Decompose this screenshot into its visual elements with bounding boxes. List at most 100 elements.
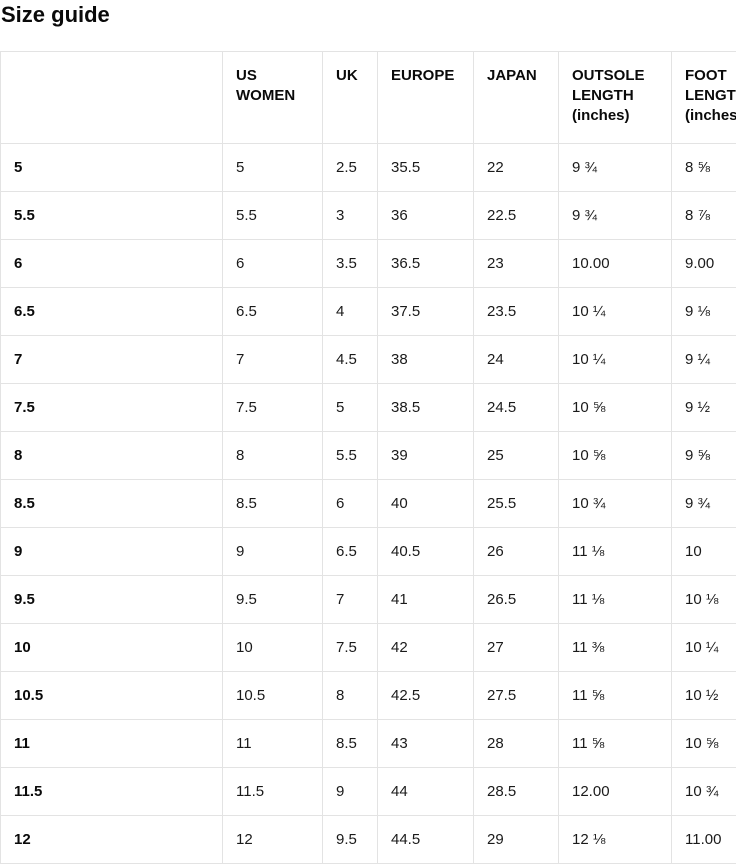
cell-japan: 26 xyxy=(474,528,559,576)
cell-foot_length: 8 ⅝ xyxy=(672,144,736,192)
cell-foot_length: 9.00 xyxy=(672,240,736,288)
cell-size: 7 xyxy=(1,336,223,384)
cell-outsole_length: 11 ⅛ xyxy=(559,576,672,624)
cell-size: 9.5 xyxy=(1,576,223,624)
cell-japan: 23 xyxy=(474,240,559,288)
cell-uk: 4.5 xyxy=(323,336,378,384)
cell-us_women: 6 xyxy=(223,240,323,288)
cell-europe: 40 xyxy=(378,480,474,528)
cell-us_women: 12 xyxy=(223,816,323,864)
cell-foot_length: 10 xyxy=(672,528,736,576)
cell-japan: 22 xyxy=(474,144,559,192)
cell-foot_length: 10 ½ xyxy=(672,672,736,720)
cell-europe: 43 xyxy=(378,720,474,768)
cell-japan: 24 xyxy=(474,336,559,384)
cell-outsole_length: 9 ¾ xyxy=(559,144,672,192)
cell-outsole_length: 9 ¾ xyxy=(559,192,672,240)
cell-size: 5 xyxy=(1,144,223,192)
cell-europe: 42 xyxy=(378,624,474,672)
cell-uk: 8 xyxy=(323,672,378,720)
cell-outsole_length: 12.00 xyxy=(559,768,672,816)
cell-foot_length: 11.00 xyxy=(672,816,736,864)
cell-japan: 25.5 xyxy=(474,480,559,528)
cell-outsole_length: 10 ⅝ xyxy=(559,384,672,432)
cell-us_women: 9.5 xyxy=(223,576,323,624)
cell-japan: 28.5 xyxy=(474,768,559,816)
cell-uk: 9 xyxy=(323,768,378,816)
cell-outsole_length: 11 ⅝ xyxy=(559,672,672,720)
column-header-foot_length: FOOT LENGTH (inches) xyxy=(672,52,736,144)
column-header-size xyxy=(1,52,223,144)
cell-us_women: 11 xyxy=(223,720,323,768)
cell-europe: 38.5 xyxy=(378,384,474,432)
cell-foot_length: 9 ¼ xyxy=(672,336,736,384)
cell-europe: 39 xyxy=(378,432,474,480)
cell-europe: 37.5 xyxy=(378,288,474,336)
cell-uk: 5 xyxy=(323,384,378,432)
cell-uk: 4 xyxy=(323,288,378,336)
cell-uk: 3 xyxy=(323,192,378,240)
column-header-europe: EUROPE xyxy=(378,52,474,144)
cell-size: 11.5 xyxy=(1,768,223,816)
cell-foot_length: 8 ⅞ xyxy=(672,192,736,240)
cell-size: 12 xyxy=(1,816,223,864)
cell-foot_length: 10 ⅛ xyxy=(672,576,736,624)
cell-us_women: 8.5 xyxy=(223,480,323,528)
cell-us_women: 9 xyxy=(223,528,323,576)
column-header-outsole_length: OUTSOLE LENGTH (inches) xyxy=(559,52,672,144)
cell-us_women: 7.5 xyxy=(223,384,323,432)
cell-japan: 26.5 xyxy=(474,576,559,624)
cell-foot_length: 9 ⅝ xyxy=(672,432,736,480)
cell-us_women: 10.5 xyxy=(223,672,323,720)
cell-europe: 44 xyxy=(378,768,474,816)
cell-size: 9 xyxy=(1,528,223,576)
cell-uk: 5.5 xyxy=(323,432,378,480)
cell-us_women: 6.5 xyxy=(223,288,323,336)
cell-us_women: 10 xyxy=(223,624,323,672)
cell-japan: 27 xyxy=(474,624,559,672)
cell-size: 10.5 xyxy=(1,672,223,720)
cell-size: 11 xyxy=(1,720,223,768)
cell-uk: 7.5 xyxy=(323,624,378,672)
cell-europe: 44.5 xyxy=(378,816,474,864)
cell-size: 6 xyxy=(1,240,223,288)
cell-size: 8.5 xyxy=(1,480,223,528)
cell-outsole_length: 10 ¼ xyxy=(559,288,672,336)
cell-europe: 38 xyxy=(378,336,474,384)
cell-size: 5.5 xyxy=(1,192,223,240)
cell-outsole_length: 11 ⅝ xyxy=(559,720,672,768)
cell-foot_length: 9 ⅛ xyxy=(672,288,736,336)
cell-japan: 25 xyxy=(474,432,559,480)
cell-us_women: 11.5 xyxy=(223,768,323,816)
cell-foot_length: 10 ⅝ xyxy=(672,720,736,768)
cell-japan: 29 xyxy=(474,816,559,864)
cell-outsole_length: 10 ¼ xyxy=(559,336,672,384)
cell-foot_length: 10 ¼ xyxy=(672,624,736,672)
cell-europe: 35.5 xyxy=(378,144,474,192)
cell-japan: 23.5 xyxy=(474,288,559,336)
cell-uk: 6 xyxy=(323,480,378,528)
cell-uk: 3.5 xyxy=(323,240,378,288)
cell-uk: 9.5 xyxy=(323,816,378,864)
cell-europe: 41 xyxy=(378,576,474,624)
cell-outsole_length: 10 ⅝ xyxy=(559,432,672,480)
cell-japan: 22.5 xyxy=(474,192,559,240)
cell-outsole_length: 12 ⅛ xyxy=(559,816,672,864)
cell-size: 7.5 xyxy=(1,384,223,432)
cell-japan: 27.5 xyxy=(474,672,559,720)
cell-foot_length: 10 ¾ xyxy=(672,768,736,816)
cell-outsole_length: 11 ⅛ xyxy=(559,528,672,576)
